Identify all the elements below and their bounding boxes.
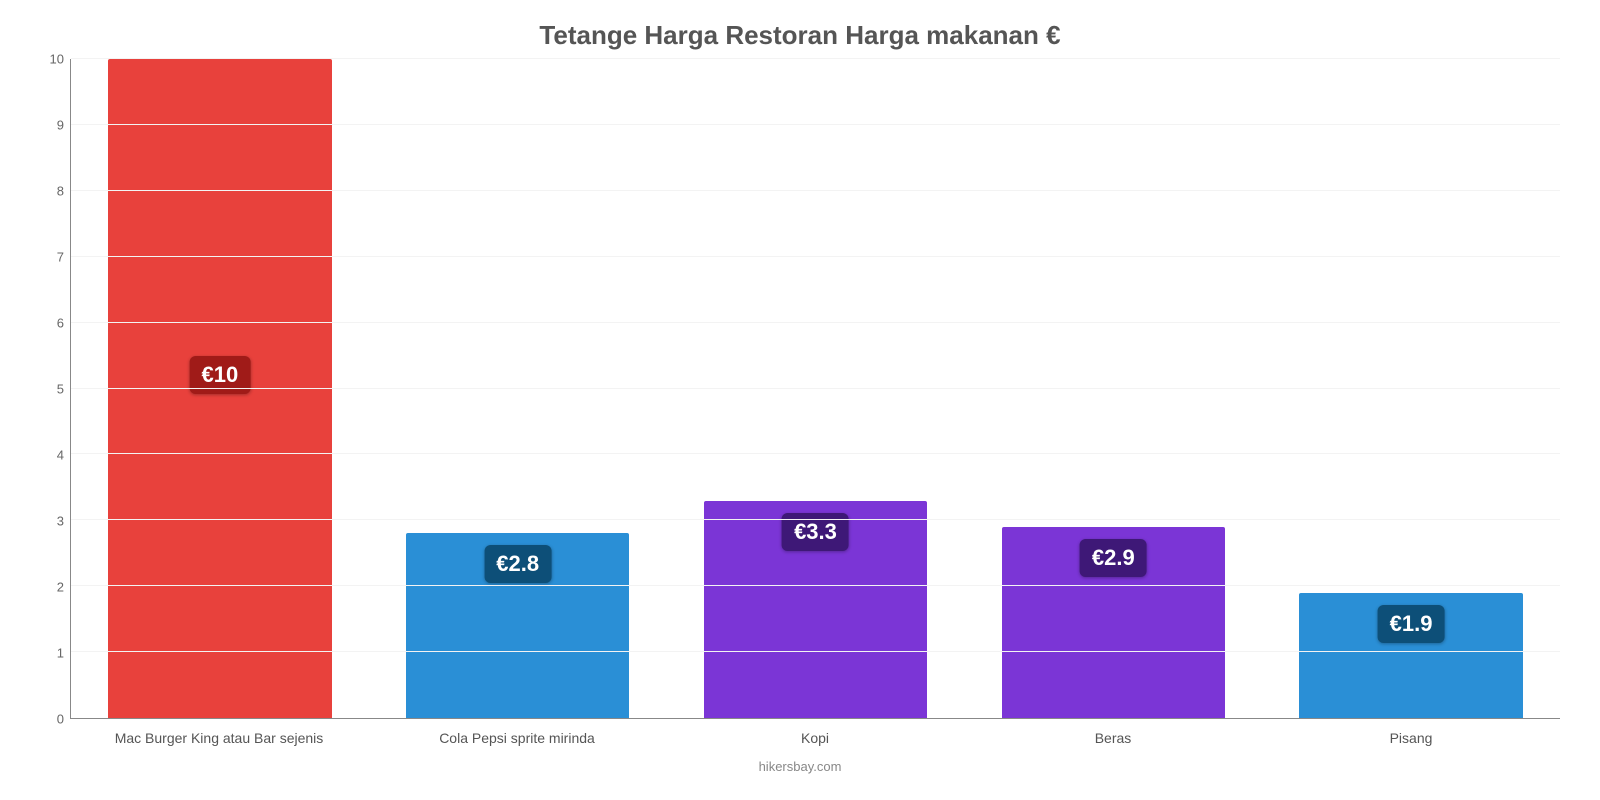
y-tick: 9 — [57, 118, 64, 133]
bar-value-label: €2.8 — [484, 545, 551, 583]
y-axis: 012345678910 — [40, 59, 70, 719]
x-axis-labels: Mac Burger King atau Bar sejenisCola Pep… — [70, 719, 1560, 747]
bars-group: €10 €2.8 €3.3 €2.9 €1.9 — [71, 59, 1560, 718]
bar-slot: €2.8 — [369, 59, 667, 718]
grid-line — [71, 585, 1560, 586]
bar: €1.9 — [1299, 593, 1522, 718]
bar-value-label: €1.9 — [1378, 605, 1445, 643]
y-tick: 7 — [57, 250, 64, 265]
bar-slot: €2.9 — [964, 59, 1262, 718]
bar-slot: €1.9 — [1262, 59, 1560, 718]
bar-chart: Tetange Harga Restoran Harga makanan € 0… — [0, 0, 1600, 800]
y-tick: 10 — [50, 52, 64, 67]
x-axis-label: Beras — [964, 719, 1262, 747]
grid-line — [71, 651, 1560, 652]
bar-slot: €10 — [71, 59, 369, 718]
grid-line — [71, 124, 1560, 125]
x-axis-label: Kopi — [666, 719, 964, 747]
plot-area: €10 €2.8 €3.3 €2.9 €1.9 — [70, 59, 1560, 719]
x-axis-label: Mac Burger King atau Bar sejenis — [70, 719, 368, 747]
bar-value-label: €3.3 — [782, 513, 849, 551]
grid-line — [71, 322, 1560, 323]
grid-line — [71, 519, 1560, 520]
y-tick: 4 — [57, 448, 64, 463]
y-tick: 0 — [57, 712, 64, 727]
grid-line — [71, 388, 1560, 389]
grid-line — [71, 58, 1560, 59]
y-tick: 3 — [57, 514, 64, 529]
chart-credit: hikersbay.com — [40, 759, 1560, 774]
y-tick: 2 — [57, 580, 64, 595]
bar-value-label: €2.9 — [1080, 539, 1147, 577]
y-tick: 6 — [57, 316, 64, 331]
bar: €2.9 — [1002, 527, 1225, 718]
bar: €2.8 — [406, 533, 629, 718]
chart-title: Tetange Harga Restoran Harga makanan € — [40, 20, 1560, 51]
y-tick: 8 — [57, 184, 64, 199]
plot-container: 012345678910 €10€2.8€3.3€2.9€1.9 — [40, 59, 1560, 719]
grid-line — [71, 453, 1560, 454]
x-axis-label: Cola Pepsi sprite mirinda — [368, 719, 666, 747]
y-tick: 1 — [57, 646, 64, 661]
bar-slot: €3.3 — [667, 59, 965, 718]
bar: €3.3 — [704, 501, 927, 718]
y-tick: 5 — [57, 382, 64, 397]
bar: €10 — [108, 59, 331, 718]
x-axis-label: Pisang — [1262, 719, 1560, 747]
grid-line — [71, 190, 1560, 191]
grid-line — [71, 256, 1560, 257]
